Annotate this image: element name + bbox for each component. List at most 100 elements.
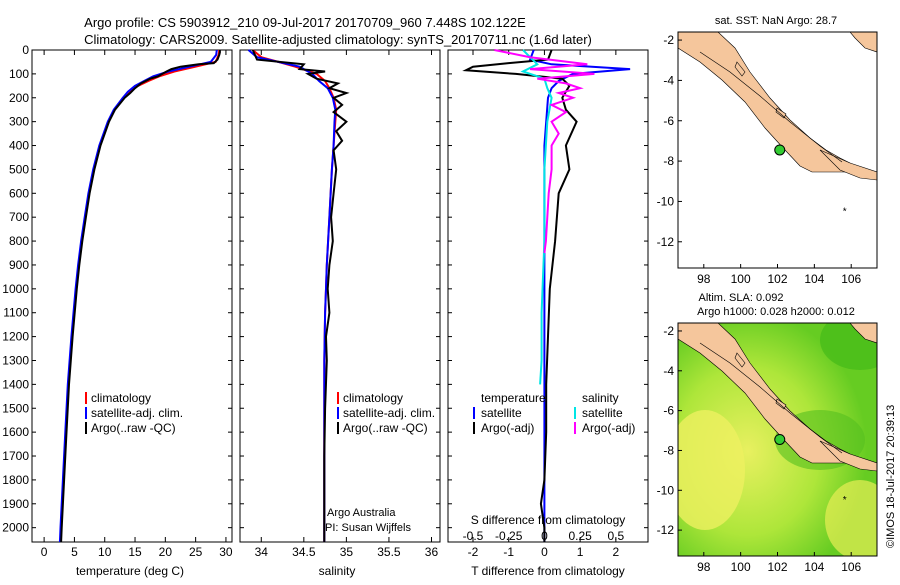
sst-map-panel: sat. SST: NaN Argo: 28.7 98 100 102 104 106 … (657, 15, 878, 286)
sst-map-markers: * (774, 144, 847, 218)
sla-map-title-line2: Argo h1000: 0.028 h2000: 0.012 (697, 306, 855, 318)
y-tick-label: 500 (9, 162, 29, 176)
sla-high-patch-2 (825, 480, 877, 556)
mentawai-island-south (775, 107, 787, 119)
lon-tick-label: 98 (697, 560, 711, 574)
legend-label-sal-argo: Argo(-adj) (582, 421, 635, 435)
lat-tick-label: -12 (657, 523, 675, 537)
y-tick-label: 200 (9, 91, 29, 105)
s-difference-axis-ticks: -0.5 -0.25 0 0.25 0.5 (463, 529, 625, 543)
s-tick-label: -0.25 (495, 529, 523, 543)
t-difference-axis-label: T difference from climatology (471, 564, 625, 578)
north-coast-land (849, 32, 877, 53)
s-tick-label: 0.25 (568, 529, 592, 543)
y-tick-label: 1700 (2, 449, 29, 463)
difference-plot-frame (447, 49, 649, 543)
temperature-legend: climatology satellite-adj. clim. Argo(..… (85, 391, 183, 435)
y-tick-label: 1100 (3, 306, 29, 320)
lat-tick-label: -6 (663, 404, 674, 418)
series-line-salinity-argo-adj (494, 49, 595, 254)
y-tick-label: 1800 (2, 473, 29, 487)
y-tick-label: 2000 (2, 521, 29, 535)
salinity-legend: climatology satellite-adj. clim. Argo(..… (337, 391, 435, 435)
difference-panel: -2 -1 0 1 2 S difference from climatology -0… (447, 49, 649, 578)
x-tick-label: 1 (577, 545, 584, 559)
temperature-series-lines (58, 49, 221, 543)
legend-heading-salinity: salinity (582, 391, 619, 405)
difference-depth-ticks (448, 49, 648, 529)
x-tick-label: 2 (613, 545, 620, 559)
y-tick-label: 1500 (2, 401, 29, 415)
lon-tick-label: 106 (841, 272, 861, 286)
argo-float-marker (774, 144, 786, 156)
x-tick-label: 25 (189, 545, 203, 559)
island-marker: * (843, 207, 847, 218)
pi-annotation: PI: Susan Wijffels (325, 522, 411, 534)
difference-legend: temperature satellite Argo(-adj) salinit… (473, 391, 635, 435)
y-tick-label: 1000 (2, 282, 29, 296)
x-tick-label: 15 (128, 545, 142, 559)
sla-map-geography (678, 323, 877, 556)
legend-label-climatology: climatology (343, 391, 403, 405)
lat-tick-label: -8 (663, 154, 674, 168)
s-tick-label: 0.5 (608, 529, 625, 543)
sst-map-longitude-ticks: 98 100 102 104 106 (697, 264, 862, 286)
sla-map-panel: Altim. SLA: 0.092 Argo h1000: 0.028 h200… (657, 292, 878, 574)
java-land (819, 440, 877, 472)
lon-tick-label: 102 (767, 272, 787, 286)
x-tick-label: 36 (425, 545, 439, 559)
legend-heading-temperature: temperature (481, 391, 546, 405)
legend-label-satellite: satellite-adj. clim. (91, 406, 183, 420)
legend-label-temp-satellite: satellite (481, 406, 522, 420)
lon-tick-label: 106 (841, 560, 861, 574)
salinity-plot-frame (239, 49, 441, 543)
series-line-argo-raw-qc (60, 50, 221, 543)
x-tick-label: -2 (468, 545, 479, 559)
lat-tick-label: -2 (663, 33, 674, 47)
figure-title-line2: Climatology: CARS2009. Satellite-adjuste… (84, 32, 592, 47)
y-tick-label: 1400 (2, 377, 29, 391)
legend-label-sal-satellite: satellite (582, 406, 623, 420)
y-tick-label: 1600 (2, 425, 29, 439)
lat-tick-label: -10 (657, 483, 675, 497)
sla-map-latitude-ticks: -2 -4 -6 -8 -10 -12 (657, 324, 682, 537)
lon-tick-label: 104 (804, 560, 824, 574)
java-land (819, 149, 877, 181)
temperature-plot-frame (31, 49, 233, 543)
x-tick-label: 10 (98, 545, 112, 559)
salinity-series-lines (247, 49, 350, 542)
x-tick-label: 0 (541, 545, 548, 559)
salinity-depth-ticks (240, 49, 440, 529)
temperature-panel: 0100200300400500600700800900100011001200… (2, 43, 233, 578)
lat-tick-label: -12 (657, 235, 675, 249)
sla-map-title-line1: Altim. SLA: 0.092 (699, 292, 784, 304)
imos-timestamp: ©IMOS 18-Jul-2017 20:39:13 (885, 405, 897, 548)
lon-tick-label: 100 (731, 272, 751, 286)
sst-map-latitude-ticks: -2 -4 -6 -8 -10 -12 (657, 33, 682, 249)
x-tick-label: 20 (159, 545, 173, 559)
y-tick-label: 1200 (2, 330, 29, 344)
depth-axis-ticks: 0 100 200 300 400 500 600 700 800 900 1000 1100 1200… (2, 43, 232, 535)
y-tick-label: 800 (9, 234, 29, 248)
lon-tick-label: 100 (731, 560, 751, 574)
legend-label-argo: Argo(..raw -QC) (343, 421, 428, 435)
series-line-salinity-satellite (520, 49, 553, 385)
legend-label-argo: Argo(..raw -QC) (91, 421, 176, 435)
lat-tick-label: -6 (663, 114, 674, 128)
sla-map-longitude-ticks: 98 100 102 104 106 (697, 552, 862, 574)
lon-tick-label: 98 (697, 272, 711, 286)
y-tick-label: 400 (9, 139, 29, 153)
s-tick-label: -0.5 (463, 529, 484, 543)
argo-float-marker (774, 433, 786, 445)
sst-map-geography (678, 32, 877, 181)
y-tick-label: 0 (22, 43, 29, 57)
x-tick-label: 34.5 (292, 545, 316, 559)
mentawai-island-north (734, 61, 746, 77)
lat-tick-label: -4 (663, 364, 674, 378)
y-tick-label: 900 (9, 258, 29, 272)
y-tick-label: 300 (9, 115, 29, 129)
lat-tick-label: -10 (657, 194, 675, 208)
s-difference-axis-label: S difference from climatology (471, 513, 626, 527)
x-tick-label: 35 (340, 545, 354, 559)
